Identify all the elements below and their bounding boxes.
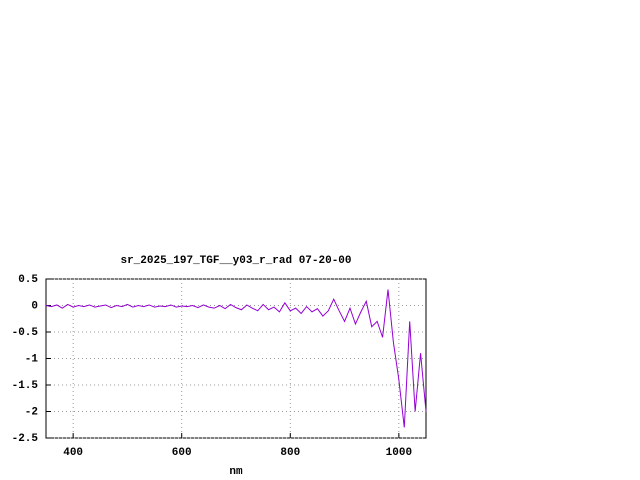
data-line <box>45 289 427 428</box>
y-tick-label: 0.5 <box>18 274 38 286</box>
y-tick-label: -0.5 <box>12 327 39 339</box>
y-tick-label: -1 <box>25 353 39 365</box>
x-tick-label: 400 <box>63 447 83 459</box>
y-tick-label: 0 <box>31 300 38 312</box>
y-tick-label: -2.5 <box>12 433 39 445</box>
x-tick-label: 1000 <box>386 447 412 459</box>
x-tick-label: 600 <box>172 447 192 459</box>
y-tick-label: -2 <box>25 406 38 418</box>
x-tick-label: 800 <box>280 447 300 459</box>
chart-title: sr_2025_197_TGF__y03_r_rad 07-20-00 <box>120 255 351 267</box>
x-axis-label: nm <box>229 466 243 478</box>
y-tick-label: -1.5 <box>12 380 39 392</box>
